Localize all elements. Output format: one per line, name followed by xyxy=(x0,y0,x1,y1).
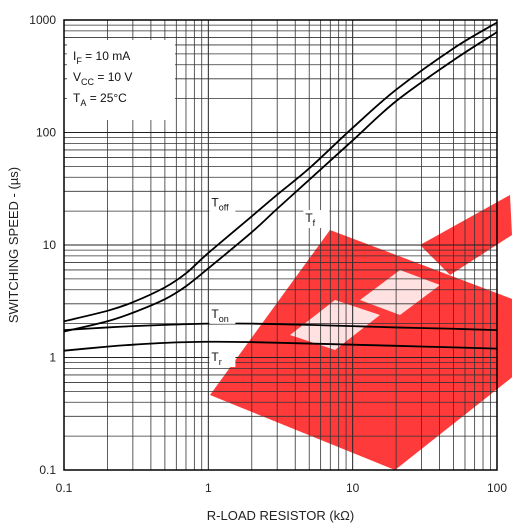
y-tick-label: 1000 xyxy=(29,13,56,27)
x-tick-label: 1 xyxy=(205,481,212,495)
condition-line: VCC = 10 V xyxy=(73,70,132,87)
series-label: Tr xyxy=(211,350,221,367)
series-labels: Toff Tf Ton Tr xyxy=(209,194,330,368)
test-conditions-box: IF = 10 mA VCC = 10 V TA = 25°C xyxy=(67,40,175,120)
y-tick-labels: 0.1 1 10 100 1000 xyxy=(29,13,56,477)
x-tick-label: 0.1 xyxy=(56,481,73,495)
y-tick-label: 1 xyxy=(49,351,56,365)
y-axis-label: SWITCHING SPEED - (µs) xyxy=(6,167,21,323)
series-label: Tf xyxy=(305,211,315,228)
x-tick-label: 100 xyxy=(487,481,507,495)
watermark-logo xyxy=(210,195,512,470)
x-axis-label: R-LOAD RESISTOR (kΩ) xyxy=(207,508,354,523)
series-line-Ton xyxy=(63,322,498,332)
y-tick-label: 0.1 xyxy=(39,463,56,477)
watermark-shape-top xyxy=(420,195,512,275)
series-label-bg xyxy=(209,194,236,213)
condition-line: TA = 25°C xyxy=(73,91,127,108)
y-tick-label: 100 xyxy=(36,126,56,140)
series-label-bg xyxy=(209,349,236,368)
conditions-bg xyxy=(67,40,175,120)
series-label: Toff xyxy=(211,195,229,212)
x-tick-label: 10 xyxy=(346,481,360,495)
series-label-bg xyxy=(209,305,236,324)
condition-line: IF = 10 mA xyxy=(73,49,130,66)
plot-frame xyxy=(63,19,498,471)
series-line-Toff xyxy=(63,21,498,323)
series-line-Tf xyxy=(63,31,498,333)
y-tick-label: 10 xyxy=(43,238,57,252)
series-line-Tr xyxy=(63,340,498,352)
series-curves xyxy=(63,21,498,352)
watermark-shape xyxy=(210,230,512,470)
x-tick-labels: 0.1 1 10 100 xyxy=(56,481,508,495)
series-label: Ton xyxy=(211,307,228,324)
series-label-bg xyxy=(303,210,330,229)
